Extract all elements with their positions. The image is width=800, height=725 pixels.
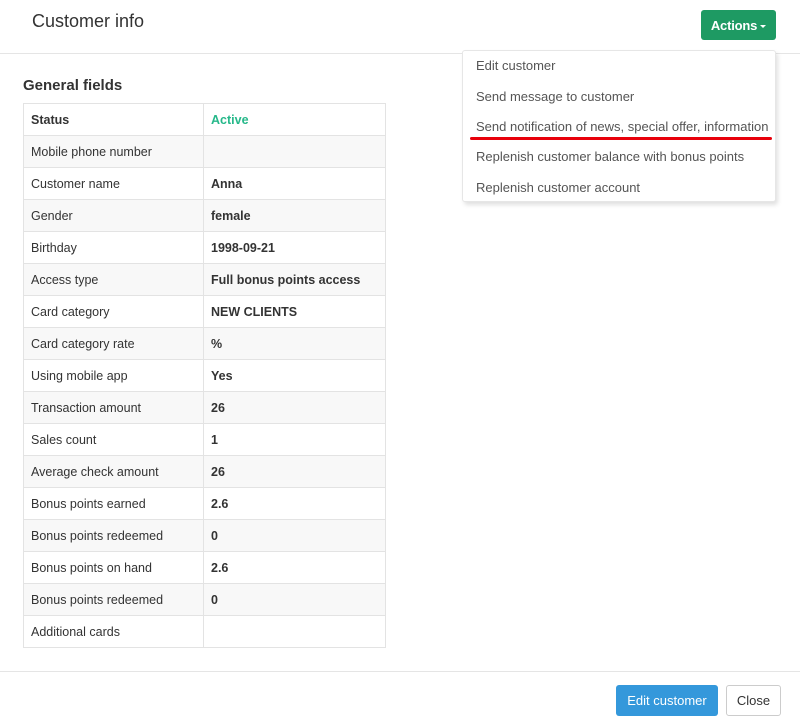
field-value: 2.6 [203, 487, 386, 520]
field-value [203, 135, 386, 168]
field-value: Active [203, 103, 386, 136]
field-value: % [203, 327, 386, 360]
field-label: Mobile phone number [23, 135, 204, 168]
table-row: Transaction amount 26 [23, 391, 386, 424]
field-label: Bonus points redeemed [23, 583, 204, 616]
red-underline-annotation [470, 137, 772, 140]
table-row: Average check amount 26 [23, 455, 386, 488]
field-label: Transaction amount [23, 391, 204, 424]
field-value: Anna [203, 167, 386, 200]
table-row: Mobile phone number [23, 135, 386, 168]
menu-item-replenish-bonus[interactable]: Replenish customer balance with bonus po… [476, 149, 745, 164]
field-value: female [203, 199, 386, 232]
close-button[interactable]: Close [726, 685, 781, 716]
field-label: Bonus points earned [23, 487, 204, 520]
table-row: Card category NEW CLIENTS [23, 295, 386, 328]
field-label: Card category [23, 295, 204, 328]
field-label: Average check amount [23, 455, 204, 488]
table-row: Using mobile app Yes [23, 359, 386, 392]
table-row: Sales count 1 [23, 423, 386, 456]
actions-dropdown-menu: Edit customer Send message to customer S… [462, 50, 776, 202]
menu-item-send-notification[interactable]: Send notification of news, special offer… [476, 119, 769, 134]
table-row: Customer name Anna [23, 167, 386, 200]
field-label: Bonus points on hand [23, 551, 204, 584]
field-label: Using mobile app [23, 359, 204, 392]
menu-item-replenish-account[interactable]: Replenish customer account [476, 180, 641, 195]
table-row: Status Active [23, 103, 386, 136]
general-fields-table: Status Active Mobile phone number Customer … [23, 103, 386, 648]
actions-label: Actions [710, 17, 758, 33]
field-label: Bonus points redeemed [23, 519, 204, 552]
field-label: Sales count [23, 423, 204, 456]
table-row: Bonus points redeemed 0 [23, 583, 386, 616]
menu-item-send-message[interactable]: Send message to customer [476, 89, 635, 104]
field-value: 1998-09-21 [203, 231, 386, 264]
field-label: Customer name [23, 167, 204, 200]
modal-header: Customer info [0, 0, 800, 54]
field-value: 0 [203, 583, 386, 616]
field-label: Birthday [23, 231, 204, 264]
field-value [203, 615, 386, 648]
section-title: General fields [23, 77, 123, 94]
table-row: Birthday 1998-09-21 [23, 231, 386, 264]
field-label: Status [23, 103, 204, 136]
menu-item-edit-customer[interactable]: Edit customer [476, 58, 556, 73]
field-value: 26 [203, 391, 386, 424]
field-value: NEW CLIENTS [203, 295, 386, 328]
table-row: Bonus points redeemed 0 [23, 519, 386, 552]
caret-down-icon [760, 24, 767, 28]
modal-title: Customer info [32, 11, 145, 31]
actions-button[interactable]: Actions [701, 10, 776, 40]
modal-footer [0, 671, 800, 725]
field-value: 26 [203, 455, 386, 488]
field-value: 2.6 [203, 551, 386, 584]
table-row: Bonus points earned 2.6 [23, 487, 386, 520]
field-value: Full bonus points access [203, 263, 386, 296]
field-label: Additional cards [23, 615, 204, 648]
table-row: Gender female [23, 199, 386, 232]
table-row: Card category rate% [23, 327, 386, 360]
field-label: Card category rate [23, 327, 204, 360]
field-label: Gender [23, 199, 204, 232]
edit-customer-button[interactable]: Edit customer [616, 685, 718, 716]
field-value: Yes [203, 359, 386, 392]
table-row: Bonus points on hand 2.6 [23, 551, 386, 584]
table-row: Additional cards [23, 615, 386, 648]
field-value: 0 [203, 519, 386, 552]
field-label: Access type [23, 263, 204, 296]
table-row: Access type Full bonus points access [23, 263, 386, 296]
field-value: 1 [203, 423, 386, 456]
